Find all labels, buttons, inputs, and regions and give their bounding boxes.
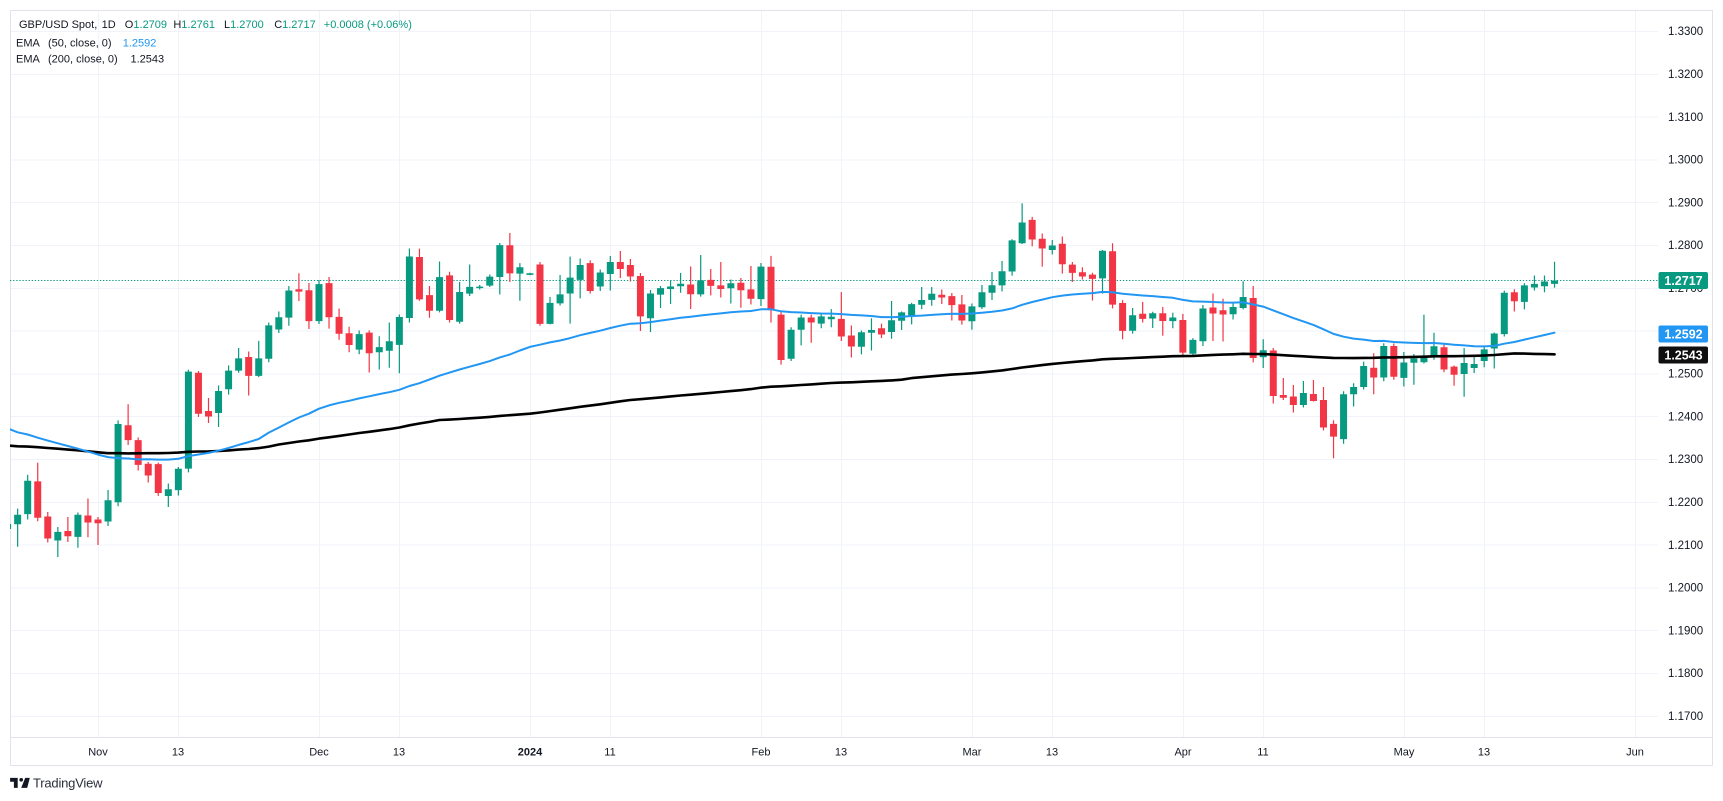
svg-text:O: O xyxy=(125,19,134,31)
svg-text:C: C xyxy=(274,19,282,31)
svg-text:1.2200: 1.2200 xyxy=(1668,497,1703,509)
svg-text:1.2761: 1.2761 xyxy=(181,19,215,31)
svg-text:1.2100: 1.2100 xyxy=(1668,540,1703,552)
svg-text:1.2543: 1.2543 xyxy=(131,54,165,66)
svg-text:EMA: EMA xyxy=(16,54,41,66)
svg-text:1.2900: 1.2900 xyxy=(1668,197,1703,209)
svg-text:EMA: EMA xyxy=(16,38,41,50)
svg-text:1.2700: 1.2700 xyxy=(230,19,264,31)
svg-text:13: 13 xyxy=(835,747,847,759)
svg-text:1.2592: 1.2592 xyxy=(1664,328,1702,342)
svg-text:1.2592: 1.2592 xyxy=(123,38,157,50)
svg-text:H: H xyxy=(173,19,181,31)
svg-text:13: 13 xyxy=(1478,747,1490,759)
svg-text:13: 13 xyxy=(172,747,184,759)
svg-text:Jun: Jun xyxy=(1626,747,1644,759)
svg-text:1.3100: 1.3100 xyxy=(1668,112,1703,124)
svg-text:1.2717: 1.2717 xyxy=(282,19,316,31)
svg-text:1.1900: 1.1900 xyxy=(1668,625,1703,637)
svg-text:11: 11 xyxy=(1257,747,1268,759)
svg-text:1.2709: 1.2709 xyxy=(133,19,167,31)
svg-text:1.2543: 1.2543 xyxy=(1664,349,1702,363)
svg-text:Mar: Mar xyxy=(963,747,982,759)
svg-text:11: 11 xyxy=(604,747,615,759)
svg-text:(200, close, 0): (200, close, 0) xyxy=(48,54,118,66)
svg-text:1D: 1D xyxy=(102,19,116,31)
svg-text:1.3300: 1.3300 xyxy=(1668,26,1703,38)
svg-text:TradingView: TradingView xyxy=(33,776,103,791)
svg-text:1.2500: 1.2500 xyxy=(1668,369,1703,381)
svg-text:May: May xyxy=(1394,747,1415,759)
svg-text:13: 13 xyxy=(393,747,405,759)
svg-text:Feb: Feb xyxy=(752,747,771,759)
svg-text:2024: 2024 xyxy=(518,747,543,759)
svg-text:Dec: Dec xyxy=(309,747,329,759)
svg-text:Apr: Apr xyxy=(1174,747,1191,759)
svg-text:1.2717: 1.2717 xyxy=(1664,274,1702,288)
svg-text:(50, close, 0): (50, close, 0) xyxy=(48,38,112,50)
svg-text:GBP/USD Spot,: GBP/USD Spot, xyxy=(19,19,97,31)
svg-text:L: L xyxy=(224,19,230,31)
svg-text:1.2400: 1.2400 xyxy=(1668,411,1703,423)
svg-text:1.3000: 1.3000 xyxy=(1668,155,1703,167)
svg-text:Nov: Nov xyxy=(88,747,108,759)
svg-text:1.2300: 1.2300 xyxy=(1668,454,1703,466)
svg-text:1.2800: 1.2800 xyxy=(1668,240,1703,252)
svg-text:1.1800: 1.1800 xyxy=(1668,668,1703,680)
svg-text:+0.0008 (+0.06%): +0.0008 (+0.06%) xyxy=(324,19,412,31)
svg-text:1.3200: 1.3200 xyxy=(1668,69,1703,81)
svg-text:1.2000: 1.2000 xyxy=(1668,583,1703,595)
svg-text:13: 13 xyxy=(1046,747,1058,759)
svg-text:1.1700: 1.1700 xyxy=(1668,711,1703,723)
